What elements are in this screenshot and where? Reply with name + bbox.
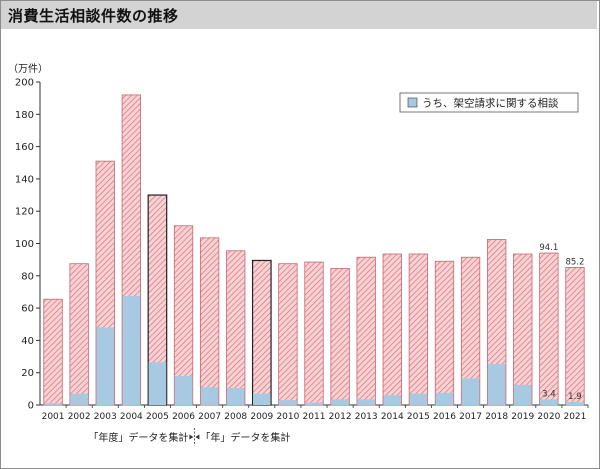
bar-total-2013 (356, 256, 376, 406)
x-tick-label: 2008 (224, 412, 247, 422)
x-tick-label: 2018 (485, 412, 508, 422)
y-tick-label: 120 (15, 207, 34, 218)
y-tick-label: 160 (15, 142, 34, 153)
bar-fictitious-billing-2006 (174, 375, 193, 405)
bar-fictitious-billing-2003 (96, 327, 114, 405)
y-tick-label: 200 (15, 78, 34, 89)
bar-fictitious-billing-2014 (383, 395, 402, 405)
x-tick-label: 2014 (381, 412, 404, 422)
chart-legend: うち、架空請求に関する相談 (399, 92, 579, 113)
legend-box (399, 92, 579, 113)
bar-total-2015 (408, 253, 429, 406)
bar-fictitious-billing-2021 (566, 401, 584, 405)
legend-swatch (407, 97, 418, 108)
bar-fictitious-billing-2017 (461, 378, 480, 405)
x-tick-label: 2005 (146, 412, 169, 422)
y-tick-label: 80 (21, 271, 34, 282)
data-label-2020-fictitious: 3.4 (542, 390, 556, 400)
bar-total-2001 (43, 298, 63, 406)
annotation-calendar-year: 「年」データを集計 (200, 431, 290, 444)
x-tick-label: 2016 (433, 412, 456, 422)
x-tick-label: 2013 (355, 412, 378, 422)
bar-fictitious-billing-2001 (44, 403, 62, 405)
legend-label: うち、架空請求に関する相談 (422, 97, 559, 110)
annotation-fiscal-year: 「年度」データを集計 (88, 431, 188, 444)
y-tick-label: 140 (15, 174, 34, 185)
y-axis-unit-label: （万件） (8, 63, 48, 75)
bar-total-2009 (251, 259, 272, 406)
bar-total-2020 (539, 252, 559, 406)
chart-annotation: 「年度」データを集計 「年」データを集計 (88, 428, 290, 446)
y-tick-label: 20 (21, 368, 34, 379)
arrow-right-icon (195, 434, 200, 440)
bar-fictitious-billing-2008 (226, 388, 245, 405)
bar-fictitious-billing-2013 (357, 399, 375, 405)
arrow-left-icon (189, 434, 194, 440)
bar-total-2007 (199, 237, 220, 406)
chart-data-labels: 94.1 85.2 3.4 1.9 (539, 243, 584, 402)
bar-total-2021 (565, 267, 585, 406)
bar-fictitious-billing-2020 (540, 399, 558, 405)
bar-total-2016 (434, 260, 455, 406)
x-tick-label: 2021 (563, 412, 586, 422)
x-tick-label: 2009 (250, 412, 273, 422)
y-tick-label: 180 (15, 110, 34, 121)
data-label-2021-total: 85.2 (565, 257, 584, 267)
bar-fictitious-billing-2005 (148, 362, 167, 405)
x-tick-label: 2020 (537, 412, 560, 422)
bar-fictitious-billing-2016 (435, 392, 454, 405)
x-tick-label: 2001 (42, 412, 65, 422)
bar-total-2019 (513, 253, 533, 406)
title-bar: 消費生活相談件数の推移 (1, 1, 597, 29)
x-tick-label: 2003 (94, 412, 117, 422)
x-tick-label: 2007 (198, 412, 221, 422)
bar-fictitious-billing-2002 (70, 393, 88, 405)
x-tick-label: 2019 (511, 412, 534, 422)
bar-total-2011 (304, 261, 324, 406)
bar-fictitious-billing-2015 (409, 393, 428, 405)
x-tick-label: 2006 (172, 412, 195, 422)
bar-fictitious-billing-2011 (305, 402, 323, 405)
x-tick-label: 2017 (459, 412, 482, 422)
bar-fictitious-billing-2019 (514, 384, 532, 405)
bar-fictitious-billing-2010 (279, 400, 297, 405)
bar-fictitious-billing-2009 (253, 393, 271, 405)
bar-fictitious-billing-2012 (331, 399, 349, 405)
bar-total-2012 (330, 268, 350, 406)
chart-bars (43, 94, 585, 406)
y-tick-label: 60 (21, 304, 34, 315)
page-title: 消費生活相談件数の推移 (8, 7, 179, 25)
data-label-2020-total: 94.1 (539, 243, 558, 253)
y-tick-label: 0 (28, 401, 34, 412)
x-tick-label: 2004 (120, 412, 143, 422)
x-tick-label: 2010 (276, 412, 299, 422)
x-tick-label: 2011 (303, 412, 326, 422)
y-tick-label: 100 (15, 239, 34, 250)
data-label-2021-fictitious: 1.9 (568, 392, 582, 402)
bar-fictitious-billing-2007 (200, 387, 219, 405)
bar-total-2010 (278, 263, 298, 406)
bar-total-2014 (382, 253, 402, 406)
bar-total-2008 (226, 250, 246, 406)
x-tick-label: 2012 (329, 412, 352, 422)
x-tick-label: 2015 (407, 412, 430, 422)
y-tick-label: 40 (21, 336, 34, 347)
x-tick-label: 2002 (68, 412, 91, 422)
bar-fictitious-billing-2004 (122, 295, 141, 405)
bar-total-2002 (69, 263, 89, 406)
bar-fictitious-billing-2018 (487, 363, 506, 405)
